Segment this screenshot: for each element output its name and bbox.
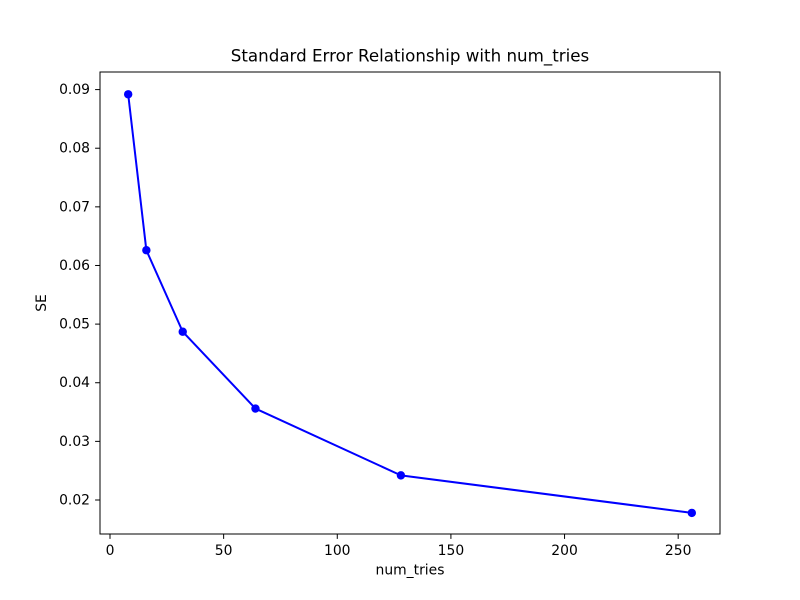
x-axis-ticks xyxy=(109,534,679,539)
data-point xyxy=(142,246,151,255)
y-axis-tick-labels: 0.02 0.03 0.04 0.05 0.06 0.07 0.08 0.09 xyxy=(59,82,90,508)
x-tick-label: 250 xyxy=(665,543,692,559)
y-tick-label: 0.03 xyxy=(59,434,90,450)
y-tick-label: 0.04 xyxy=(59,375,90,391)
y-tick-label: 0.09 xyxy=(59,82,90,98)
x-tick-label: 150 xyxy=(438,543,465,559)
y-tick-label: 0.06 xyxy=(59,258,90,274)
y-axis-label: SE xyxy=(34,294,50,312)
x-tick-label: 50 xyxy=(215,543,233,559)
x-axis-label: num_tries xyxy=(376,563,445,579)
y-tick-label: 0.08 xyxy=(59,141,90,157)
y-tick-label: 0.02 xyxy=(59,492,90,508)
x-tick-label: 0 xyxy=(106,543,115,559)
plot-area xyxy=(99,71,721,535)
chart-title: Standard Error Relationship with num_tri… xyxy=(231,46,589,67)
data-series xyxy=(123,90,697,518)
data-point xyxy=(123,90,133,99)
y-tick-label: 0.05 xyxy=(59,317,90,333)
data-point xyxy=(687,508,697,518)
data-point xyxy=(178,327,187,336)
series-line xyxy=(127,93,693,514)
x-tick-label: 100 xyxy=(324,543,351,559)
y-axis-ticks xyxy=(95,89,100,501)
y-tick-label: 0.07 xyxy=(59,199,90,215)
data-point xyxy=(396,471,406,480)
x-tick-label: 200 xyxy=(551,543,578,559)
data-point xyxy=(251,404,260,413)
x-axis-tick-labels: 0 50 100 150 200 250 xyxy=(106,543,692,559)
